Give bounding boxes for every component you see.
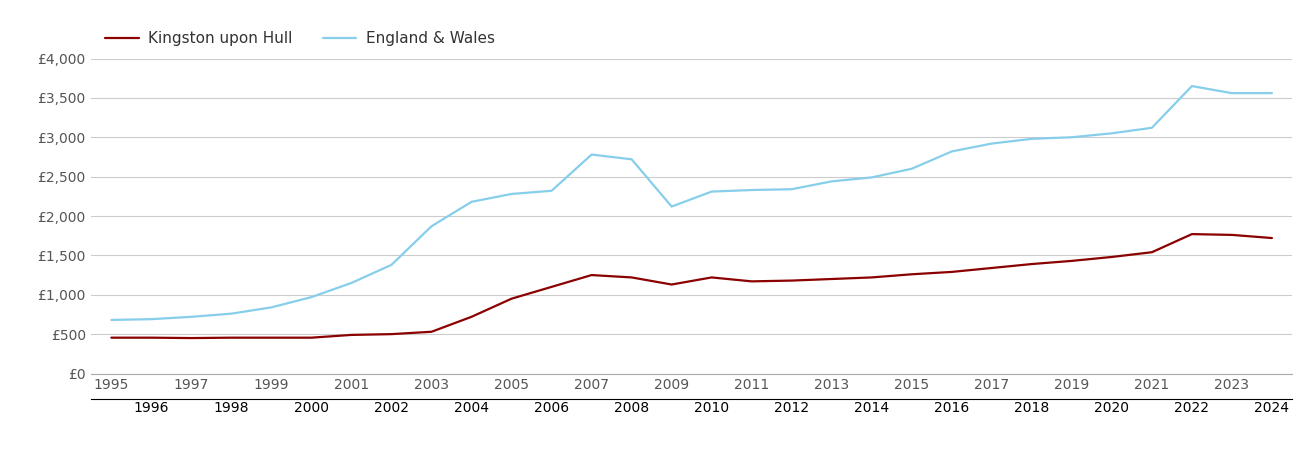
Kingston upon Hull: [184, 335, 200, 341]
Kingston upon Hull: [664, 282, 680, 287]
Kingston upon Hull: [1144, 249, 1160, 255]
Kingston upon Hull: [904, 271, 920, 277]
Kingston upon Hull: [343, 332, 359, 338]
Kingston upon Hull: [583, 272, 599, 278]
England & Wales: [624, 157, 639, 162]
England & Wales: [424, 224, 440, 229]
Legend: Kingston upon Hull, England & Wales: Kingston upon Hull, England & Wales: [99, 25, 501, 52]
Kingston upon Hull: [144, 335, 159, 340]
Kingston upon Hull: [304, 335, 320, 340]
England & Wales: [103, 317, 119, 323]
England & Wales: [144, 316, 159, 322]
Kingston upon Hull: [424, 329, 440, 334]
England & Wales: [1064, 135, 1079, 140]
Kingston upon Hull: [984, 265, 1000, 270]
Kingston upon Hull: [1265, 235, 1280, 241]
England & Wales: [384, 262, 399, 267]
England & Wales: [1104, 130, 1120, 136]
Kingston upon Hull: [1184, 231, 1199, 237]
England & Wales: [1265, 90, 1280, 96]
Kingston upon Hull: [1024, 261, 1040, 267]
England & Wales: [343, 280, 359, 286]
England & Wales: [583, 152, 599, 158]
England & Wales: [184, 314, 200, 319]
Kingston upon Hull: [1104, 254, 1120, 260]
England & Wales: [664, 204, 680, 209]
Kingston upon Hull: [504, 296, 519, 302]
England & Wales: [1144, 125, 1160, 130]
Kingston upon Hull: [703, 274, 719, 280]
England & Wales: [703, 189, 719, 194]
Kingston upon Hull: [784, 278, 800, 284]
England & Wales: [904, 166, 920, 171]
Kingston upon Hull: [624, 274, 639, 280]
Kingston upon Hull: [223, 335, 239, 340]
England & Wales: [784, 186, 800, 192]
Kingston upon Hull: [744, 279, 760, 284]
England & Wales: [984, 141, 1000, 146]
England & Wales: [744, 187, 760, 193]
England & Wales: [1224, 90, 1240, 96]
England & Wales: [544, 188, 560, 194]
Line: England & Wales: England & Wales: [111, 86, 1272, 320]
Kingston upon Hull: [1224, 232, 1240, 238]
Kingston upon Hull: [544, 284, 560, 290]
Kingston upon Hull: [823, 276, 839, 282]
England & Wales: [223, 311, 239, 316]
England & Wales: [1024, 136, 1040, 141]
Kingston upon Hull: [463, 314, 479, 319]
England & Wales: [944, 148, 959, 154]
England & Wales: [1184, 83, 1199, 89]
Kingston upon Hull: [1064, 258, 1079, 264]
Kingston upon Hull: [944, 269, 959, 274]
Kingston upon Hull: [864, 274, 880, 280]
Kingston upon Hull: [103, 335, 119, 340]
England & Wales: [864, 175, 880, 180]
Kingston upon Hull: [264, 335, 279, 340]
England & Wales: [823, 179, 839, 184]
England & Wales: [304, 294, 320, 300]
Kingston upon Hull: [384, 331, 399, 337]
England & Wales: [264, 305, 279, 310]
England & Wales: [463, 199, 479, 204]
Line: Kingston upon Hull: Kingston upon Hull: [111, 234, 1272, 338]
England & Wales: [504, 191, 519, 197]
